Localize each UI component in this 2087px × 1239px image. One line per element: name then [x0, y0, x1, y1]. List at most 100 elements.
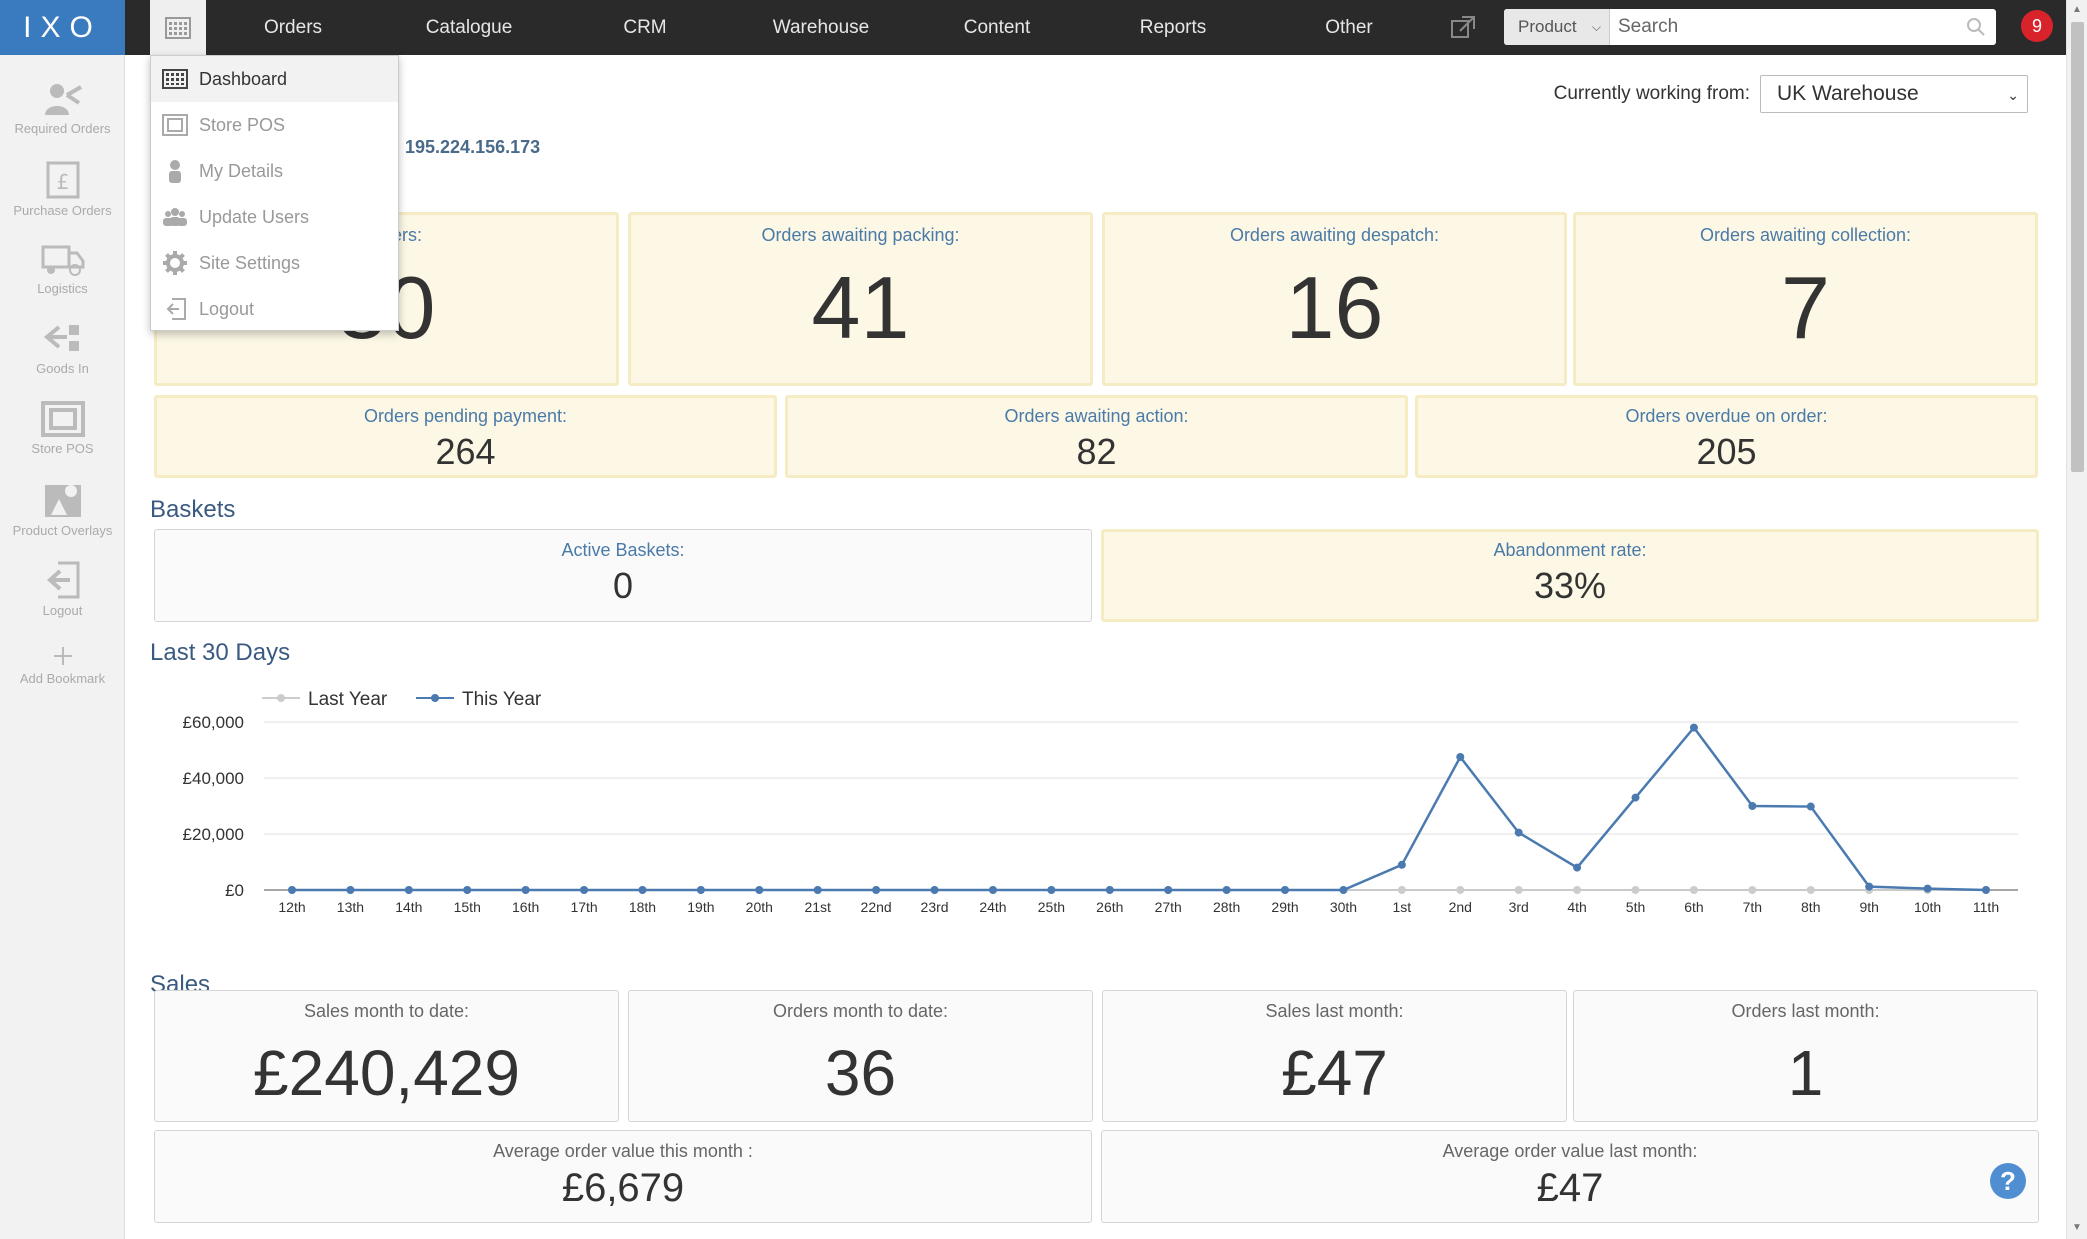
sidebar-item-store-pos[interactable]: Store POS	[0, 401, 125, 456]
search-scope-select[interactable]: Product ⌵	[1504, 9, 1610, 45]
nav-crm[interactable]: CRM	[623, 17, 667, 38]
page-scrollbar[interactable]: ▲ ▼	[2066, 0, 2087, 1239]
scroll-thumb[interactable]	[2071, 22, 2084, 472]
y-tick-label: £20,000	[183, 825, 244, 844]
x-tick-label: 5th	[1626, 899, 1645, 915]
sales-month-to-date-card[interactable]: Sales month to date: £240,429	[154, 990, 619, 1122]
card-value: 0	[612, 565, 634, 606]
card-value: £240,429	[253, 1037, 520, 1109]
data-point	[1281, 886, 1290, 894]
menu-item-dashboard[interactable]: Dashboard	[151, 56, 398, 102]
x-tick-label: 10th	[1914, 899, 1941, 915]
sales-last-month-card[interactable]: Sales last month: £47	[1102, 990, 1567, 1122]
sidebar-item-purchase-orders[interactable]: £ Purchase Orders	[0, 161, 125, 218]
sidebar-item-label: Add Bookmark	[19, 671, 106, 686]
avg-order-this-month-card[interactable]: Average order value this month : £6,679	[154, 1130, 1092, 1223]
svg-text:£: £	[56, 170, 69, 194]
external-link-icon[interactable]	[1450, 15, 1476, 44]
help-button[interactable]: ?	[1990, 1163, 2026, 1199]
notification-badge[interactable]: 9	[2021, 10, 2053, 42]
sidebar-item-goods-in[interactable]: Goods In	[0, 321, 125, 376]
orders-month-to-date-card[interactable]: Orders month to date: 36	[628, 990, 1093, 1122]
search-bar: Product ⌵	[1504, 9, 1996, 45]
scroll-down-arrow-icon[interactable]: ▼	[2072, 1222, 2082, 1233]
data-point	[1923, 884, 1932, 893]
menu-item-label: Site Settings	[199, 252, 301, 273]
apps-menu-button[interactable]	[150, 0, 206, 55]
card-value: £47	[1281, 1037, 1388, 1109]
menu-item-logout[interactable]: Logout	[151, 286, 398, 332]
x-tick-label: 20th	[746, 899, 773, 915]
x-tick-label: 7th	[1743, 899, 1762, 915]
x-tick-label: 1st	[1393, 899, 1412, 915]
menu-item-site-settings[interactable]: Site Settings	[151, 240, 398, 286]
orders-awaiting-action-card[interactable]: Orders awaiting action: 82	[785, 395, 1408, 478]
legend-marker	[431, 694, 439, 702]
menu-item-store-pos[interactable]: Store POS	[151, 102, 398, 148]
sidebar-item-logistics[interactable]: Logistics	[0, 241, 125, 296]
data-point	[463, 886, 472, 894]
card-label: Abandonment rate:	[1493, 540, 1647, 560]
card-value: 36	[824, 1037, 897, 1109]
orders-awaiting-despatch-card[interactable]: Orders awaiting despatch: 16	[1102, 212, 1567, 386]
nav-reports[interactable]: Reports	[1139, 17, 1207, 38]
last-30-days-title: Last 30 Days	[150, 639, 291, 666]
app-logo[interactable]: IXO	[0, 0, 125, 55]
data-point	[1631, 886, 1640, 894]
legend-marker	[277, 694, 285, 702]
card-value: 33%	[1533, 565, 1607, 606]
baskets-title: Baskets	[150, 496, 236, 523]
goods-in-icon	[43, 325, 79, 351]
orders-pending-payment-card[interactable]: Orders pending payment: 264	[154, 395, 777, 478]
search-icon[interactable]	[1966, 17, 1986, 42]
orders-awaiting-packing-card[interactable]: Orders awaiting packing: 41	[628, 212, 1093, 386]
top-bar: IXO Orders Catalogue CRM Warehouse Conte…	[0, 0, 2066, 55]
x-tick-label: 9th	[1859, 899, 1878, 915]
card-value: £47	[1536, 1166, 1604, 1210]
data-point	[580, 886, 589, 894]
menu-item-my-details[interactable]: My Details	[151, 148, 398, 194]
data-point	[1339, 886, 1348, 894]
nav-orders[interactable]: Orders	[263, 17, 323, 38]
x-tick-label: 14th	[395, 899, 422, 915]
nav-warehouse[interactable]: Warehouse	[772, 17, 870, 38]
scroll-up-arrow-icon[interactable]: ▲	[2072, 4, 2082, 15]
x-tick-label: 28th	[1213, 899, 1240, 915]
x-tick-label: 18th	[629, 899, 656, 915]
orders-awaiting-collection-card[interactable]: Orders awaiting collection: 7	[1573, 212, 2038, 386]
sidebar-item-product-overlays[interactable]: Product Overlays	[0, 481, 125, 538]
x-tick-label: 24th	[979, 899, 1006, 915]
menu-item-label: Update Users	[199, 206, 310, 227]
data-point	[1748, 802, 1757, 810]
data-point	[1806, 802, 1815, 811]
search-input[interactable]	[1618, 9, 1948, 45]
x-tick-label: 8th	[1801, 899, 1820, 915]
card-value: 1	[1787, 1037, 1824, 1109]
active-baskets-card[interactable]: Active Baskets: 0	[154, 529, 1092, 622]
x-tick-label: 3rd	[1509, 899, 1529, 915]
truck-icon	[41, 245, 84, 276]
warehouse-select[interactable]: UK Warehouse ⌄	[1760, 75, 2028, 113]
sidebar-item-required-orders[interactable]: Required Orders	[0, 81, 125, 136]
user-icon	[161, 159, 189, 183]
orders-overdue-card[interactable]: Orders overdue on order: 205	[1415, 395, 2038, 478]
sidebar-item-add-bookmark[interactable]: Add Bookmark	[0, 645, 125, 686]
sidebar-item-logout[interactable]: Logout	[0, 561, 125, 618]
data-point	[1573, 886, 1582, 894]
abandonment-rate-card[interactable]: Abandonment rate: 33%	[1101, 529, 2039, 622]
data-point	[1105, 886, 1114, 894]
users-icon	[161, 207, 189, 227]
sales-line-chart: £0 £20,000 £40,000 £60,000 12th 13th 14th 15th 1…	[183, 689, 2018, 915]
data-point	[1047, 886, 1056, 894]
working-from: Currently working from: UK Warehouse ⌄	[1554, 75, 2028, 113]
store-pos-icon	[161, 114, 189, 136]
menu-item-update-users[interactable]: Update Users	[151, 194, 398, 240]
nav-other[interactable]: Other	[1325, 17, 1373, 38]
data-point	[930, 886, 939, 894]
avg-order-last-month-card[interactable]: Average order value last month: £47	[1101, 1130, 2039, 1223]
orders-last-month-card[interactable]: Orders last month: 1	[1573, 990, 2038, 1122]
x-tick-label: 21st	[804, 899, 831, 915]
nav-catalogue[interactable]: Catalogue	[425, 17, 513, 38]
nav-content[interactable]: Content	[963, 17, 1031, 38]
data-point	[638, 886, 647, 894]
